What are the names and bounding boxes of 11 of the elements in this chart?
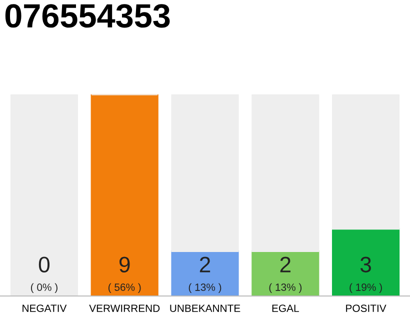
x-tick-label: EGAL xyxy=(272,304,299,312)
x-tick-label: VERWIRREND xyxy=(89,304,160,312)
data-label: 0 ( 0% ) xyxy=(30,256,58,293)
x-tick-label: UNBEKANNTE xyxy=(170,304,240,312)
data-label: 3 ( 19% ) xyxy=(350,256,382,293)
x-tick-label: NEGATIV xyxy=(22,304,67,312)
data-label: 2 ( 13% ) xyxy=(269,256,302,293)
data-label: 9 ( 56% ) xyxy=(108,256,141,293)
x-tick-label: POSITIV xyxy=(346,304,386,312)
data-label: 2 ( 13% ) xyxy=(188,256,222,293)
chart-title: 076554353 xyxy=(5,4,170,28)
